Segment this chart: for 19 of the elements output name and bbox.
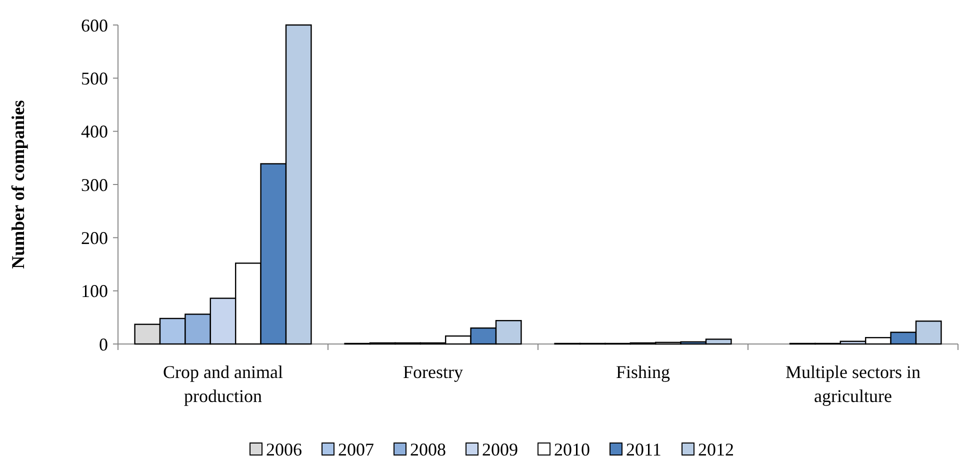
legend-label: 2012: [698, 439, 734, 460]
legend-label: 2009: [482, 439, 518, 460]
x-tick-label: Fishing: [616, 362, 670, 382]
legend-label: 2006: [266, 439, 302, 460]
legend-label: 2007: [338, 439, 374, 460]
x-tick-label: Multiple sectors in agriculture: [786, 362, 920, 406]
x-tick-label: Crop and animal production: [163, 362, 283, 406]
y-tick-label: 0: [99, 334, 108, 354]
y-tick-label: 300: [81, 174, 108, 195]
y-tick-label: 200: [81, 228, 108, 248]
y-tick-label: 500: [81, 68, 108, 88]
y-axis-title: Number of companies: [8, 100, 28, 269]
y-tick-label: 400: [81, 122, 108, 142]
x-tick-label: Forestry: [403, 362, 463, 382]
legend-label: 2010: [554, 439, 590, 460]
legend-label: 2008: [410, 439, 446, 460]
y-tick-label: 100: [81, 281, 108, 302]
legend-label: 2011: [626, 439, 662, 460]
y-tick-label: 600: [81, 15, 108, 36]
